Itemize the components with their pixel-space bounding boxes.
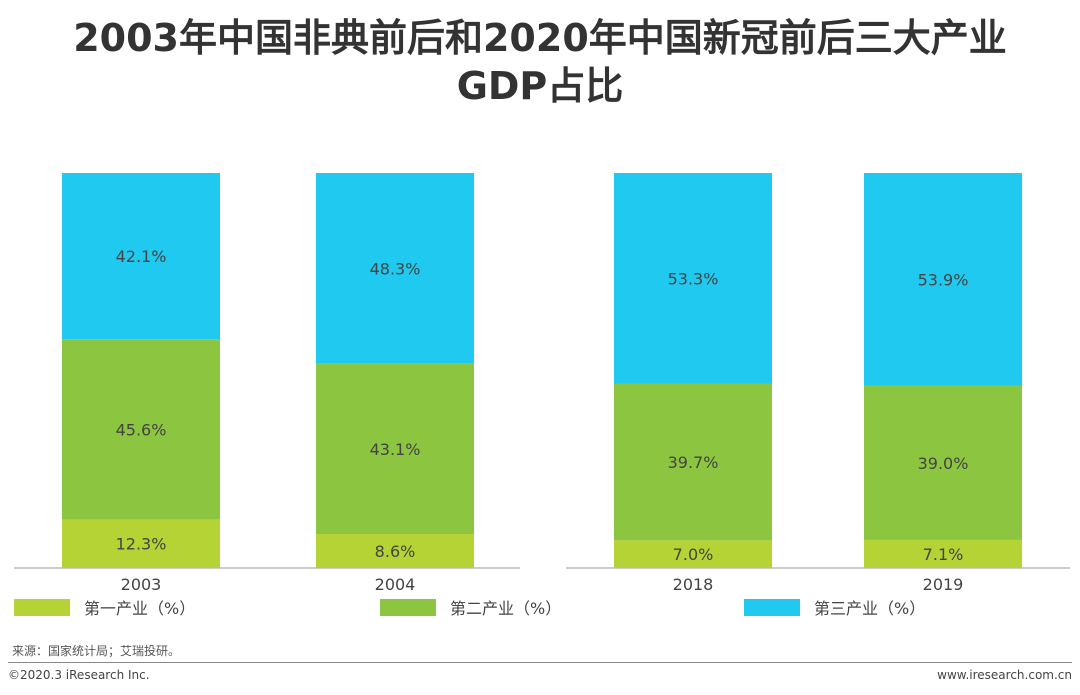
bar-segment-2004-series-1 — [316, 534, 474, 568]
chart-title-line-2: GDP占比 — [456, 64, 624, 108]
bar-segment-2003-series-3 — [62, 173, 220, 340]
bar-segment-2004-series-3 — [316, 173, 474, 364]
legend-label-series-2: 第二产业（%） — [450, 599, 561, 618]
x-tick-label-2018: 2018 — [673, 575, 714, 594]
data-label-2019-series-3: 53.9% — [918, 270, 969, 289]
legend-swatch-series-2 — [380, 599, 436, 616]
data-label-2003-series-3: 42.1% — [116, 247, 167, 266]
bar-segment-2018-series-1 — [614, 540, 772, 568]
data-label-2018-series-2: 39.7% — [668, 453, 719, 472]
data-label-2019-series-1: 7.1% — [923, 545, 964, 564]
footer-divider — [8, 662, 1072, 663]
data-label-2003-series-2: 45.6% — [116, 420, 167, 439]
data-label-2004-series-2: 43.1% — [370, 440, 421, 459]
bar-segment-2019-series-3 — [864, 173, 1022, 386]
legend-swatch-series-1 — [14, 599, 70, 616]
legend-swatch-series-3 — [744, 599, 800, 616]
chart-title-line-1: 2003年中国非典前后和2020年中国新冠前后三大产业 — [73, 16, 1007, 60]
x-tick-label-2019: 2019 — [923, 575, 964, 594]
data-label-2019-series-2: 39.0% — [918, 454, 969, 473]
legend-label-series-1: 第一产业（%） — [84, 599, 195, 618]
bar-segment-2019-series-2 — [864, 385, 1022, 540]
copyright-text: ©2020.3 iResearch Inc. — [8, 668, 150, 682]
data-label-2003-series-1: 12.3% — [116, 535, 167, 554]
data-label-2004-series-1: 8.6% — [375, 542, 416, 561]
data-label-2018-series-3: 53.3% — [668, 269, 719, 288]
bar-segment-2003-series-2 — [62, 339, 220, 520]
bar-segment-2004-series-2 — [316, 363, 474, 535]
website-link[interactable]: www.iresearch.com.cn — [937, 668, 1072, 682]
bar-segment-2018-series-2 — [614, 383, 772, 541]
bar-segment-2003-series-1 — [62, 519, 220, 568]
legend-label-series-3: 第三产业（%） — [814, 599, 925, 618]
x-tick-label-2004: 2004 — [375, 575, 416, 594]
bar-segment-2019-series-1 — [864, 539, 1022, 568]
x-tick-label-2003: 2003 — [121, 575, 162, 594]
chart-title: 2003年中国非典前后和2020年中国新冠前后三大产业 GDP占比 — [0, 14, 1080, 110]
data-label-2018-series-1: 7.0% — [673, 545, 714, 564]
stacked-bar-chart: 12.3% 45.6% 42.1% 2003 8.6% 43.1% 48.3% 2004 7.0… — [14, 173, 1070, 618]
bar-segment-2018-series-3 — [614, 173, 772, 384]
data-label-2004-series-3: 48.3% — [370, 259, 421, 278]
source-note: 来源：国家统计局；艾瑞投研。 — [12, 644, 181, 658]
